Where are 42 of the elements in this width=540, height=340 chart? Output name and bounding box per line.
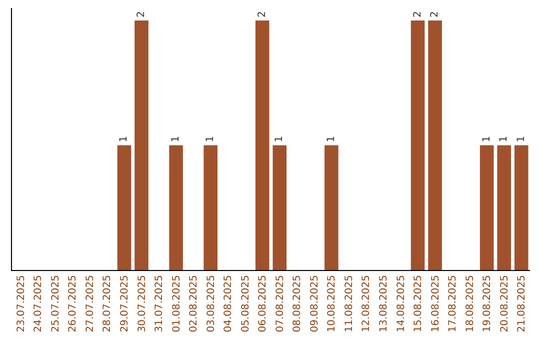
x-tick-label: 07.08.2025 <box>274 275 286 332</box>
data-label: 1 <box>118 136 130 142</box>
data-label: 2 <box>256 11 268 18</box>
x-tick-label: 19.08.2025 <box>482 275 494 332</box>
x-tick-label: 10.08.2025 <box>326 275 338 332</box>
x-tick-label: 26.07.2025 <box>68 275 79 332</box>
x-tick-label: 20.08.2025 <box>499 275 510 332</box>
x-tick-label: 31.07.2025 <box>154 275 166 332</box>
x-tick-label: 30.07.2025 <box>136 275 148 332</box>
x-tick-label: 25.07.2025 <box>50 275 62 332</box>
x-tick-label: 03.08.2025 <box>206 275 217 332</box>
x-tick-label: 23.07.2025 <box>16 275 27 332</box>
x-tick-label: 29.07.2025 <box>119 275 130 332</box>
x-tick-label: 09.08.2025 <box>309 275 320 332</box>
data-label: 1 <box>205 136 216 142</box>
data-label: 1 <box>170 136 182 142</box>
data-label: 1 <box>498 136 510 142</box>
data-label: 1 <box>274 136 286 142</box>
x-tick-label: 18.08.2025 <box>464 275 476 332</box>
x-tick-label: 16.08.2025 <box>430 275 442 332</box>
x-tick-label: 28.07.2025 <box>102 275 114 332</box>
x-tick-label: 08.08.2025 <box>292 275 304 332</box>
data-label: 2 <box>136 11 147 18</box>
x-tick-label: 11.08.2025 <box>344 275 355 332</box>
x-tick-label: 13.08.2025 <box>378 275 390 332</box>
x-tick-label: 14.08.2025 <box>396 275 407 332</box>
x-tick-label: 05.08.2025 <box>240 275 252 332</box>
x-tick-label: 06.08.2025 <box>258 275 269 332</box>
x-tick-label: 27.07.2025 <box>84 275 96 332</box>
x-tick-label: 17.08.2025 <box>448 275 459 332</box>
x-tick-label: 21.08.2025 <box>516 275 528 332</box>
x-tick-label: 02.08.2025 <box>188 275 200 332</box>
data-label: 2 <box>412 11 424 18</box>
x-tick-label: 04.08.2025 <box>223 275 234 332</box>
data-label: 1 <box>326 136 337 142</box>
data-label: 1 <box>516 136 527 142</box>
x-tick-label: 12.08.2025 <box>361 275 372 332</box>
x-tick-label: 01.08.2025 <box>171 275 182 332</box>
data-label: 2 <box>430 11 441 18</box>
data-label: 1 <box>481 136 492 142</box>
x-tick-label: 15.08.2025 <box>413 275 424 332</box>
x-tick-label: 24.07.2025 <box>33 275 44 332</box>
